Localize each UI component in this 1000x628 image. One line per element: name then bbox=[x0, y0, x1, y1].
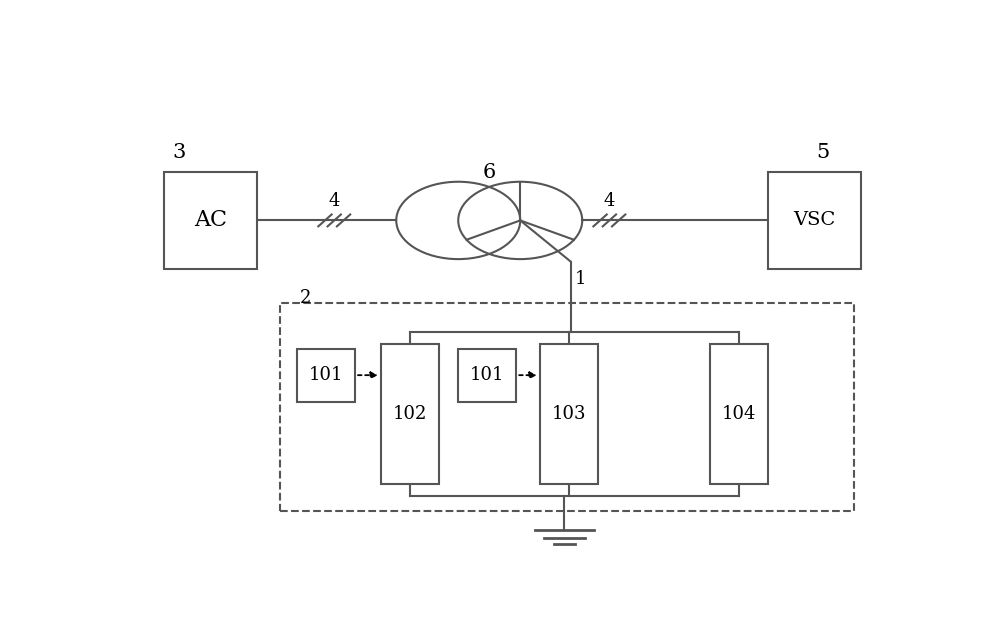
Bar bbox=[280, 303, 854, 511]
Bar bbox=[768, 172, 861, 269]
Text: 5: 5 bbox=[816, 143, 829, 162]
Text: 101: 101 bbox=[470, 366, 505, 384]
Text: 103: 103 bbox=[551, 405, 586, 423]
Bar bbox=[297, 349, 355, 402]
Bar bbox=[540, 344, 598, 484]
Text: 101: 101 bbox=[309, 366, 343, 384]
Text: 3: 3 bbox=[173, 143, 186, 162]
Text: 6: 6 bbox=[483, 163, 496, 181]
Bar bbox=[381, 344, 439, 484]
Bar bbox=[164, 172, 257, 269]
Text: 4: 4 bbox=[329, 192, 340, 210]
Text: 1: 1 bbox=[574, 270, 586, 288]
Text: 4: 4 bbox=[604, 192, 615, 210]
Text: 102: 102 bbox=[393, 405, 427, 423]
Text: 2: 2 bbox=[299, 289, 311, 307]
Text: VSC: VSC bbox=[794, 212, 836, 229]
Text: 104: 104 bbox=[722, 405, 756, 423]
Bar bbox=[458, 349, 516, 402]
Bar bbox=[710, 344, 768, 484]
Text: AC: AC bbox=[194, 209, 227, 232]
